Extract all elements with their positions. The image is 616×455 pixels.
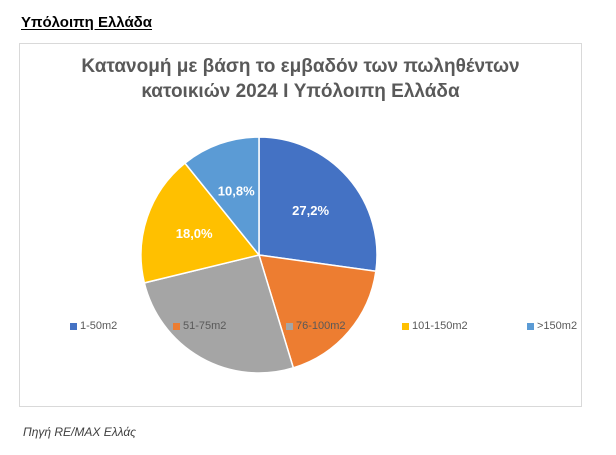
source-note: Πηγή RE/MAX Ελλάς (23, 425, 137, 439)
chart-legend: 1-50m2 51-75m2 76-100m2 101-150m2 >150m2 (20, 320, 581, 336)
pie-slice-1 (258, 136, 378, 273)
pie-slice-4 (140, 162, 261, 284)
legend-item-3: 76-100m2 (286, 320, 346, 332)
legend-label-4: 101-150m2 (412, 320, 468, 332)
legend-label-3: 76-100m2 (296, 320, 346, 332)
chart-title: Κατανομή με βάση το εμβαδόν των πωληθέντ… (20, 54, 581, 104)
legend-swatch-1 (70, 322, 77, 330)
legend-item-1: 1-50m2 (70, 320, 117, 332)
chart-title-line-2: κατοικιών 2024 I Υπόλοιπη Ελλάδα (141, 81, 460, 102)
chart-frame: Κατανομή με βάση το εμβαδόν των πωληθέντ… (19, 43, 582, 407)
legend-label-5: >150m2 (537, 320, 578, 332)
data-label-5: 10,8% (218, 183, 255, 198)
pie-slice-2 (257, 254, 377, 369)
pie-chart: 27,2% 18,0% 10,8% (140, 136, 378, 374)
legend-item-4: 101-150m2 (402, 320, 468, 332)
legend-swatch-5 (527, 322, 534, 330)
pie-slice-5 (183, 136, 260, 258)
data-label-4: 18,0% (176, 226, 213, 241)
data-label-1: 27,2% (292, 203, 329, 218)
pie-slice-3 (143, 254, 295, 374)
legend-swatch-4 (402, 322, 409, 330)
legend-item-5: >150m2 (527, 320, 577, 332)
chart-title-line-1: Κατανομή με βάση το εμβαδόν των πωληθέντ… (81, 56, 520, 77)
section-heading: Υπόλοιπη Ελλάδα (21, 14, 153, 31)
legend-label-2: 51-75m2 (183, 320, 227, 332)
legend-swatch-2 (173, 322, 180, 330)
legend-swatch-3 (286, 322, 293, 330)
legend-label-1: 1-50m2 (80, 320, 118, 332)
legend-item-2: 51-75m2 (173, 320, 226, 332)
